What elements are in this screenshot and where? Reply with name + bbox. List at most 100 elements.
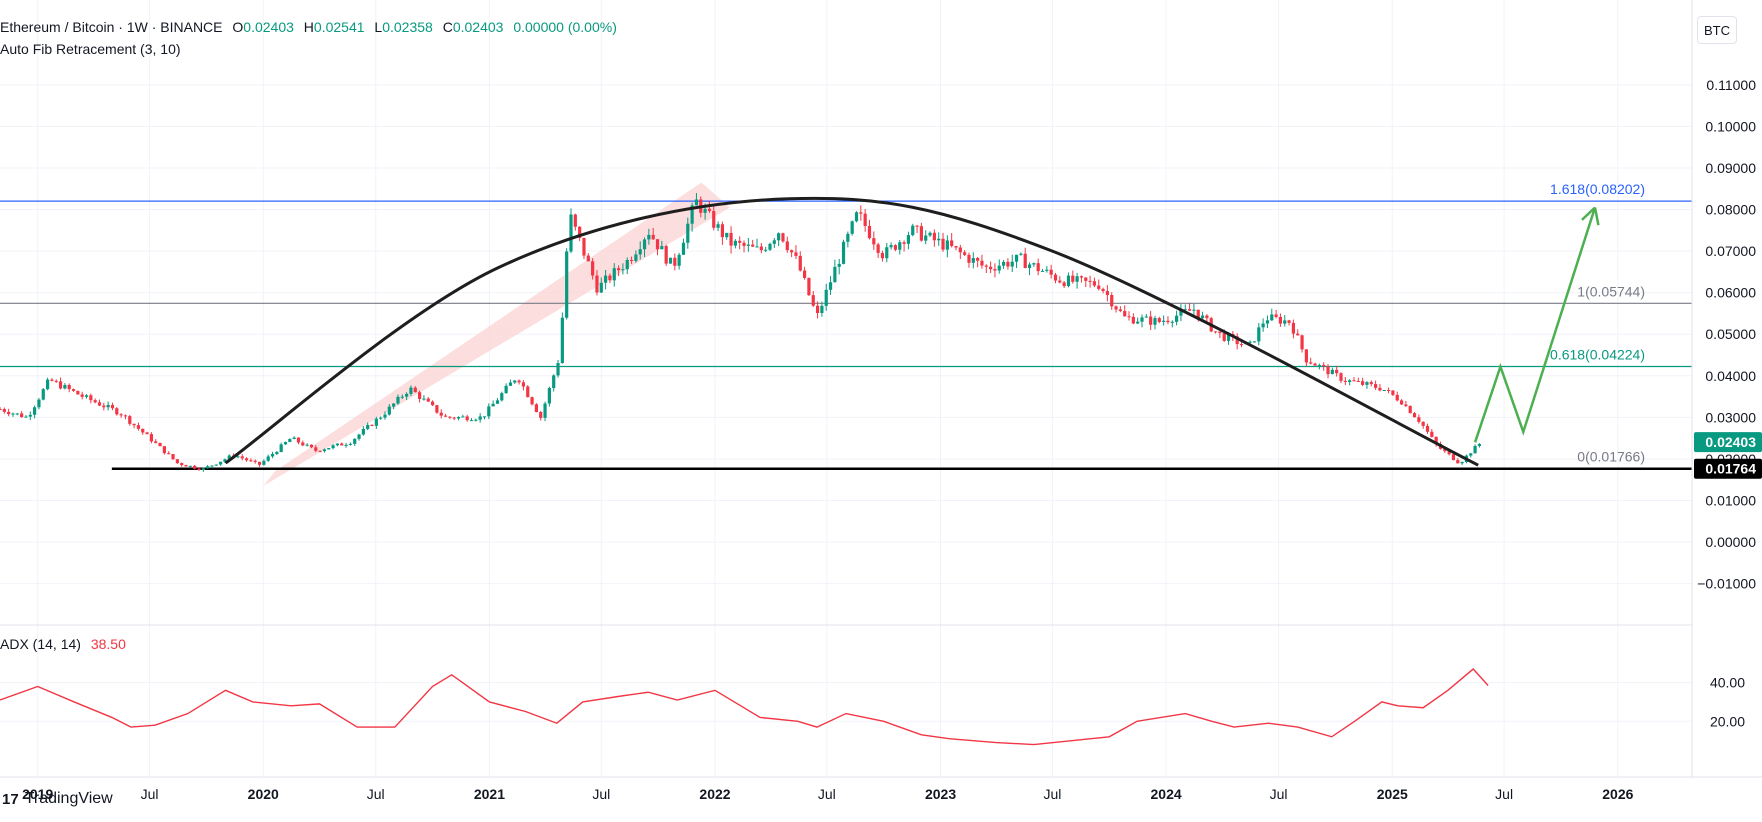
candle [1317,363,1321,370]
candle [790,249,794,258]
candle [759,243,763,254]
candle-body [629,259,634,261]
candle-body [296,437,301,443]
candle [915,224,919,234]
candle [634,250,638,263]
candle [266,454,270,462]
adx-legend[interactable]: ADX (14, 14) 38.50 [0,636,132,652]
candle [1473,444,1477,454]
candle [1399,399,1404,405]
time-tick-label: Jul [818,786,836,802]
price-tick-label: 0.03000 [1705,409,1756,425]
candle [348,442,352,446]
candle [1084,277,1088,288]
candle-body [513,380,517,383]
candle [1114,305,1118,313]
price-axis[interactable]: 0.11000 0.10000 0.09000 0.08000 0.07000 0.060… [1697,77,1756,592]
candle-body [288,439,292,443]
candle-body [374,418,378,426]
candle [219,461,223,466]
candle [45,377,50,391]
candle-body [500,393,504,401]
candle [906,231,911,250]
candle [673,253,677,271]
arrowhead-stroke [1581,206,1596,221]
candle-body [54,380,58,382]
candle [405,392,409,401]
candle-body [1123,311,1127,317]
time-tick-label: Jul [1495,786,1513,802]
candle-body [1361,381,1365,385]
candle [474,418,478,422]
candle-body [993,269,997,271]
candle [824,283,828,311]
low-value: 0.02358 [382,19,433,35]
candle-body [15,413,19,415]
close-value: 0.02403 [452,19,504,35]
candle-body [954,246,958,248]
indicator-legend[interactable]: Auto Fib Retracement (3, 10) [0,41,187,57]
candle-body [1330,369,1334,375]
candle [71,388,76,392]
candle [508,379,513,386]
candle-body [439,412,443,416]
symbol-title[interactable]: Ethereum / Bitcoin · 1W · BINANCE [0,19,223,35]
candle [361,426,365,436]
candle [1032,262,1036,267]
candle [911,223,915,237]
candle-body [1213,331,1218,333]
candle-body [919,226,923,241]
candle [1373,380,1378,390]
candle [586,253,590,262]
candle-body [1222,333,1226,341]
candle [781,232,785,243]
candle [802,266,807,280]
candle-body [798,255,802,271]
candle [28,411,32,421]
candle-body [1166,320,1170,323]
candle-body [595,275,599,293]
candle [638,241,642,260]
candle [595,270,599,296]
time-tick-label: 2025 [1377,786,1408,802]
candle-body [716,224,720,228]
candle-body [102,405,106,408]
candle [188,465,192,468]
candle-body [1239,344,1244,346]
tradingview-brand[interactable]: 17 TradingView [2,790,113,808]
candle-body [560,317,564,364]
candle-body [219,461,223,465]
candle [859,205,863,221]
candle-body [1175,315,1179,322]
candle-body [469,420,474,422]
candle [1335,365,1339,377]
time-axis[interactable]: 2019 Jul 2020 Jul 2021 Jul 2022 Jul 2023 Jul 2024 J… [22,786,1634,802]
candle [145,431,149,435]
candle-body [880,252,885,259]
candle [58,377,63,390]
candle [1283,315,1287,327]
candle [1162,315,1166,326]
candle-body [482,416,487,418]
candle-body [154,441,158,443]
candle-body [465,416,469,421]
candle [530,396,534,406]
candle [1001,259,1006,270]
candle [201,467,205,472]
adx-name[interactable]: ADX (14, 14) [0,636,81,652]
candle-body [1040,270,1045,272]
candle-body [794,252,798,256]
candle-body [318,450,322,452]
candle [452,416,456,421]
candle-body [443,415,448,417]
currency-button[interactable]: BTC [1697,16,1737,44]
candle-body [1226,334,1231,341]
candle-body [1274,314,1278,317]
candle-body [733,240,737,246]
candle-body [292,437,296,440]
candle [954,245,958,251]
candle [815,301,820,319]
indicator-name[interactable]: Auto Fib Retracement (3, 10) [0,41,181,57]
candle-body [76,390,80,395]
